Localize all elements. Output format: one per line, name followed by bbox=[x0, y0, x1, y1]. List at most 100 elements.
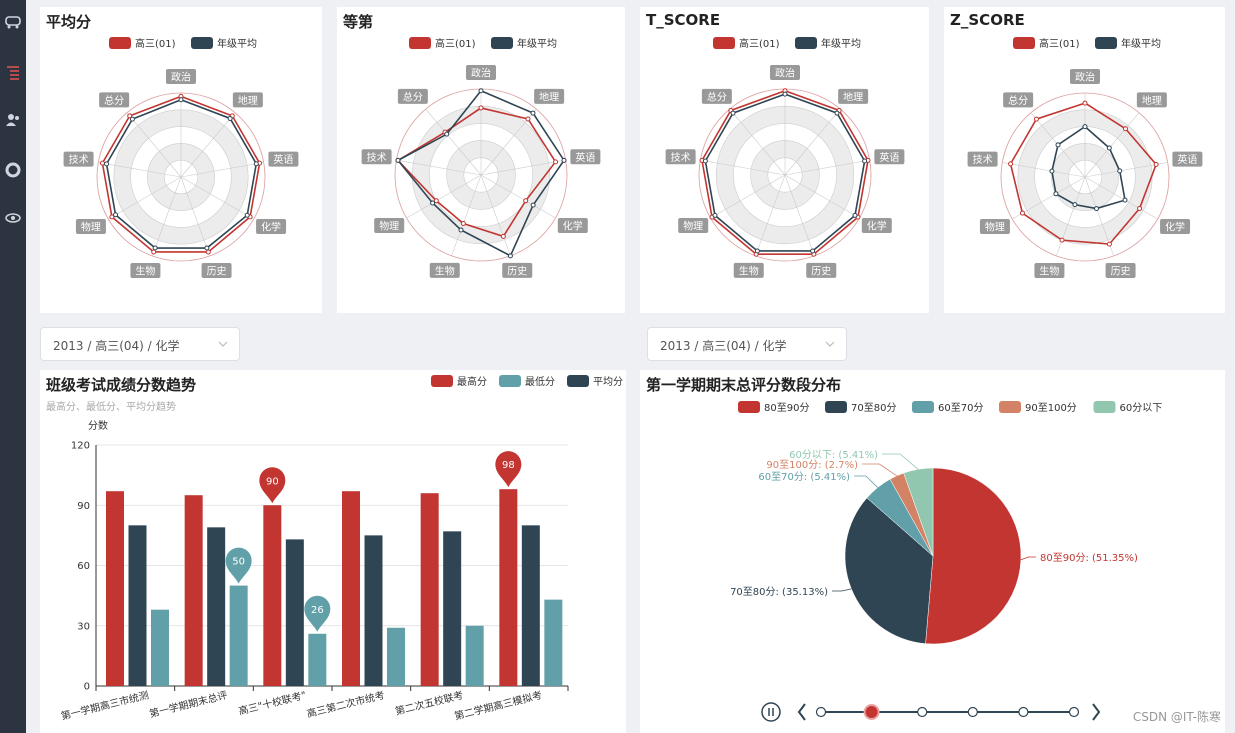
radar-indicator-bg bbox=[1136, 92, 1167, 108]
class-subject-select-left[interactable]: 2013 / 高三(04) / 化学 bbox=[40, 327, 240, 361]
prev-icon[interactable] bbox=[797, 703, 806, 721]
users-icon[interactable] bbox=[3, 110, 23, 130]
legend-label: 最低分 bbox=[525, 375, 555, 388]
radar-indicator-bg bbox=[75, 219, 106, 234]
timeline-point[interactable] bbox=[917, 706, 928, 718]
sidebar bbox=[0, 0, 26, 733]
radar-indicator-bg bbox=[733, 262, 764, 278]
radar-point bbox=[227, 115, 233, 121]
pie-label-line bbox=[854, 475, 878, 488]
next-icon[interactable] bbox=[1092, 703, 1101, 721]
radar-point bbox=[152, 245, 158, 251]
radar-indicator-bg bbox=[1070, 69, 1100, 84]
radar-indicator-bg bbox=[397, 88, 428, 104]
radar-series-1 bbox=[1051, 125, 1126, 210]
radar-point bbox=[1008, 161, 1014, 167]
legend-swatch bbox=[1093, 401, 1116, 413]
radar-panel-avg: 平均分 高三(01) 年级平均 政治 地理 英语 化学 历史 生物 物理 技术 总分 bbox=[40, 7, 322, 313]
radar-point bbox=[834, 110, 840, 116]
marker-label: 26 bbox=[311, 605, 324, 616]
radar-indicator-bg bbox=[770, 65, 800, 80]
x-tick-label: 第二学期高三模拟考 bbox=[453, 688, 543, 722]
radar-indicator-label: 物理 bbox=[683, 220, 703, 233]
timeline-point[interactable] bbox=[815, 706, 827, 718]
radar-indicator-label: 政治 bbox=[471, 67, 491, 80]
watermark: CSDN @IT-陈寒 bbox=[1132, 710, 1221, 724]
radar-indicator-label: 英语 bbox=[879, 151, 899, 164]
radar-indicator-label: 化学 bbox=[1165, 221, 1185, 234]
legend-swatch bbox=[795, 37, 817, 49]
x-tick-label: 第一学期高三市统测 bbox=[60, 688, 150, 722]
legend-label: 高三(01) bbox=[739, 37, 780, 50]
radar-point bbox=[1153, 161, 1159, 167]
radar-indicator-bg bbox=[1034, 262, 1065, 278]
bar-平均分 bbox=[364, 535, 383, 686]
legend-swatch bbox=[825, 401, 847, 413]
radar-indicator-bg bbox=[701, 88, 732, 104]
radar-indicator-bg bbox=[665, 149, 696, 165]
radar-axis bbox=[1002, 162, 1086, 178]
select-value: 2013 / 高三(04) / 化学 bbox=[660, 339, 787, 353]
radar-indicator-label: 政治 bbox=[775, 67, 795, 80]
lifebuoy-icon[interactable] bbox=[3, 160, 23, 180]
timeline-point[interactable] bbox=[863, 704, 880, 720]
radar-point bbox=[1122, 197, 1128, 203]
car-icon[interactable] bbox=[3, 12, 23, 32]
radar-point bbox=[1049, 168, 1055, 174]
radar-indicator-label: 化学 bbox=[867, 220, 887, 233]
radar-point bbox=[395, 157, 401, 163]
radar-axis bbox=[1084, 176, 1158, 220]
radar-series-1 bbox=[704, 93, 866, 252]
radar-point bbox=[129, 116, 135, 122]
radar-panel-zscore: Z_SCORE 高三(01) 年级平均 政治 地理 英语 化学 历史 生物 物理 技术 总分 bbox=[944, 7, 1225, 313]
radar-indicator-label: 生物 bbox=[135, 264, 155, 277]
radar-indicator-bg bbox=[256, 219, 287, 234]
list-icon[interactable] bbox=[3, 62, 23, 82]
radar-point bbox=[500, 233, 506, 239]
play-pause-button[interactable] bbox=[761, 702, 781, 722]
radar-axis bbox=[480, 174, 556, 219]
radar-point bbox=[782, 91, 788, 97]
x-tick-label: 第一学期期末总评 bbox=[148, 688, 229, 720]
radar-title: 平均分 bbox=[46, 13, 92, 31]
radar-indicator-bg bbox=[570, 149, 601, 165]
pie-slice bbox=[903, 467, 934, 557]
radar-axis bbox=[180, 176, 211, 257]
legend-label: 最高分 bbox=[457, 375, 487, 388]
radar-indicator-label: 总分 bbox=[104, 94, 124, 107]
radar-point bbox=[460, 220, 466, 226]
radar-point bbox=[127, 113, 133, 119]
timeline-point[interactable] bbox=[1068, 706, 1080, 718]
radar-series-0 bbox=[101, 95, 261, 253]
marker-label: 98 bbox=[502, 460, 515, 471]
bar-最低分 bbox=[308, 633, 327, 686]
radar-indicator-label: 技术 bbox=[973, 153, 993, 166]
eye-icon[interactable] bbox=[3, 208, 23, 228]
select-value: 2013 / 高三(04) / 化学 bbox=[53, 339, 180, 353]
radar-point bbox=[430, 200, 436, 206]
legend-label: 90至100分 bbox=[1025, 402, 1077, 414]
radar-axis bbox=[784, 174, 860, 219]
class-subject-select-right[interactable]: 2013 / 高三(04) / 化学 bbox=[647, 327, 847, 361]
y-tick-label: 30 bbox=[77, 621, 90, 632]
radar-title: Z_SCORE bbox=[950, 11, 1025, 29]
radar-axis bbox=[700, 159, 786, 176]
radar-point bbox=[1082, 124, 1088, 130]
radar-indicator-label: 生物 bbox=[1039, 264, 1059, 277]
marker-pin bbox=[225, 547, 252, 584]
radar-point bbox=[525, 116, 531, 122]
radar-point bbox=[478, 88, 484, 94]
radar-point bbox=[1072, 202, 1078, 208]
radar-indicator-label: 总分 bbox=[707, 90, 727, 103]
radar-point bbox=[523, 198, 529, 204]
radar-indicator-bg bbox=[979, 219, 1010, 234]
timeline-point[interactable] bbox=[967, 706, 978, 718]
y-axis-label: 分数 bbox=[88, 419, 108, 432]
radar-indicator-bg bbox=[861, 218, 892, 233]
legend-swatch bbox=[431, 375, 453, 387]
legend-label: 高三(01) bbox=[135, 37, 176, 50]
timeline-point[interactable] bbox=[1018, 706, 1029, 718]
bar-平均分 bbox=[285, 539, 304, 686]
radar-point bbox=[712, 212, 718, 218]
